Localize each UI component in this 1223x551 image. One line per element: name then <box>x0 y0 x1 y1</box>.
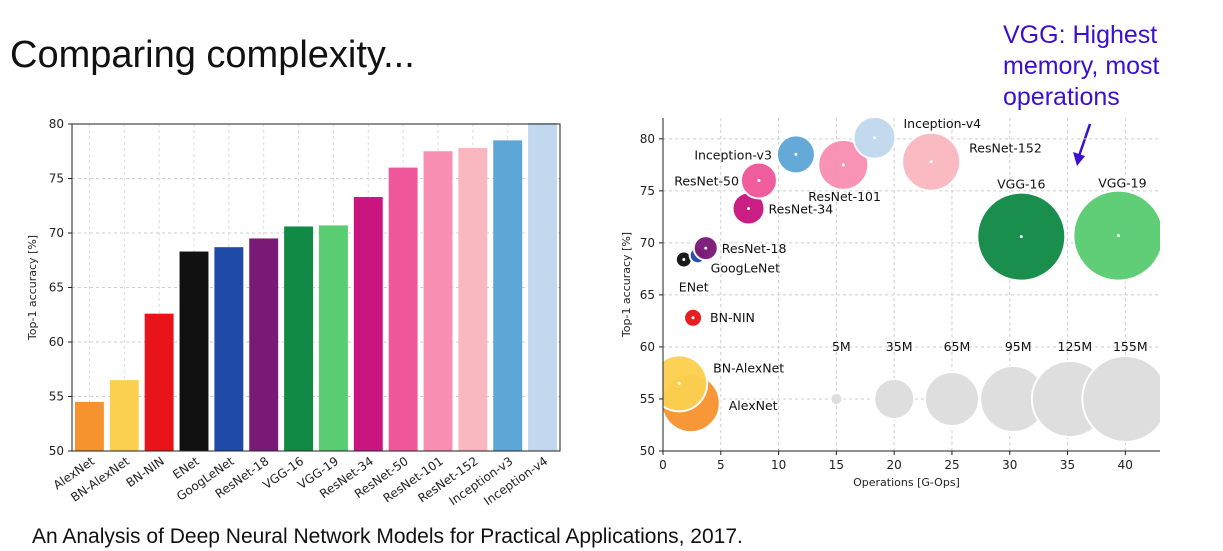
bar-inception-v3 <box>493 140 523 451</box>
bubbles <box>663 118 1160 443</box>
bubble-label-resnet-50: ResNet-50 <box>674 173 739 188</box>
size-legend-label-65m: 65M <box>944 339 971 354</box>
slide-title: Comparing complexity... <box>10 34 415 76</box>
citation: An Analysis of Deep Neural Network Model… <box>32 525 743 548</box>
bubble-label-resnet-18: ResNet-18 <box>722 241 787 256</box>
bar-googlenet <box>214 247 244 451</box>
x-tick-label: 40 <box>1118 458 1133 472</box>
y-tick-label: 80 <box>640 132 655 146</box>
size-legend-bubble-35m <box>873 377 916 420</box>
x-tick-label: 10 <box>771 458 786 472</box>
bar-resnet-152 <box>458 147 488 452</box>
size-legend-bubble-65m <box>923 370 980 427</box>
bubble-label-resnet-152: ResNet-152 <box>969 141 1042 156</box>
bubble-bn-alexnet <box>663 354 709 413</box>
x-axis-title: Operations [G-Ops] <box>853 476 960 489</box>
bubble-label-resnet-101: ResNet-101 <box>808 189 881 204</box>
bubble-center-vgg-16 <box>1019 235 1023 239</box>
y-tick-label: 50 <box>49 444 64 458</box>
callout-line-2: memory, most <box>1003 52 1160 80</box>
bubble-center-resnet-50 <box>757 178 761 182</box>
size-legend-bubble-5m <box>829 391 844 406</box>
x-tick-label: 15 <box>829 458 844 472</box>
plot-frame <box>71 123 561 452</box>
size-legend-label-125m: 125M <box>1058 339 1093 354</box>
callout-line-3: operations <box>1003 83 1120 111</box>
bar-enet <box>179 251 209 451</box>
size-legend-label-95m: 95M <box>1005 339 1032 354</box>
bar-resnet-34 <box>353 197 383 451</box>
bubble-center-inception-v4 <box>873 136 877 140</box>
size-legend-bubble-155m <box>1081 354 1160 443</box>
size-legend-label-35m: 35M <box>886 339 913 354</box>
x-tick-label: 30 <box>1002 458 1017 472</box>
bar-alexnet <box>74 401 104 451</box>
bubble-center-resnet-18 <box>704 246 708 250</box>
bar-vgg-16 <box>284 226 314 451</box>
bubble-label-enet: ENet <box>679 280 709 295</box>
y-tick-label: 70 <box>640 236 655 250</box>
y-tick-label: 55 <box>640 392 655 406</box>
y-tick-label: 65 <box>640 288 655 302</box>
bar-vgg-19 <box>318 225 348 451</box>
bubble-label-googlenet: GoogLeNet <box>711 260 780 275</box>
y-tick-label: 65 <box>49 281 64 295</box>
x-tick-label-bn-nin: BN-NIN <box>124 454 167 490</box>
bar-bn-nin <box>144 313 174 451</box>
bubble-label-vgg-16: VGG-16 <box>997 177 1045 192</box>
bar-resnet-18 <box>249 238 279 451</box>
y-tick-label: 50 <box>640 444 655 458</box>
bubble-vgg-19 <box>1072 189 1160 282</box>
bubble-label-resnet-34: ResNet-34 <box>769 202 834 217</box>
bubble-chart: 50 55 60 65 70 75 80 0 5 10 15 20 25 30 35 40 5M 35M 65M 95… <box>620 116 1160 489</box>
size-legend-label-5m: 5M <box>832 339 851 354</box>
y-tick-label: 55 <box>49 390 64 404</box>
bar-resnet-101 <box>423 151 453 451</box>
y-tick-label: 60 <box>49 335 64 349</box>
bubble-center-resnet-34 <box>747 207 751 211</box>
x-tick-label: 20 <box>887 458 902 472</box>
y-tick-label: 75 <box>49 172 64 186</box>
bubble-center-bn-nin <box>691 316 695 320</box>
y-tick-label: 70 <box>49 226 64 240</box>
bubble-center-inception-v3 <box>794 152 798 156</box>
y-tick-label: 80 <box>49 117 64 131</box>
bubble-center-vgg-19 <box>1116 234 1120 238</box>
bubble-label-vgg-19: VGG-19 <box>1098 176 1146 191</box>
bubble-label-alexnet: AlexNet <box>729 398 778 413</box>
size-legend-label-155m: 155M <box>1113 339 1148 354</box>
bubble-label-inception-v3: Inception-v3 <box>694 147 772 162</box>
x-tick-label: 25 <box>944 458 959 472</box>
bubble-center-enet <box>682 258 686 262</box>
x-tick-label: 35 <box>1060 458 1075 472</box>
callout-text: VGG: Highest memory, most operations <box>1003 20 1203 113</box>
bubble-label-bn-nin: BN-NIN <box>710 310 755 325</box>
y-tick-label: 75 <box>640 184 655 198</box>
bubble-center-bn-alexnet <box>677 381 681 385</box>
y-axis-title: Top-1 accuracy [%] <box>620 232 633 338</box>
callout-arrow-icon <box>1073 123 1092 166</box>
y-axis-title: Top-1 accuracy [%] <box>26 235 39 341</box>
bubble-label-bn-alexnet: BN-AlexNet <box>713 360 784 375</box>
bar-inception-v4 <box>528 122 558 451</box>
bar-resnet-50 <box>388 167 418 451</box>
y-tick-label: 60 <box>640 340 655 354</box>
bar-bn-alexnet <box>109 380 139 451</box>
bubble-center-resnet-152 <box>929 160 933 164</box>
x-tick-label: 0 <box>659 458 667 472</box>
x-tick-label: 5 <box>717 458 725 472</box>
bubble-label-inception-v4: Inception-v4 <box>904 116 982 131</box>
bubble-center-resnet-101 <box>841 163 845 167</box>
callout-line-1: VGG: Highest <box>1003 21 1158 49</box>
